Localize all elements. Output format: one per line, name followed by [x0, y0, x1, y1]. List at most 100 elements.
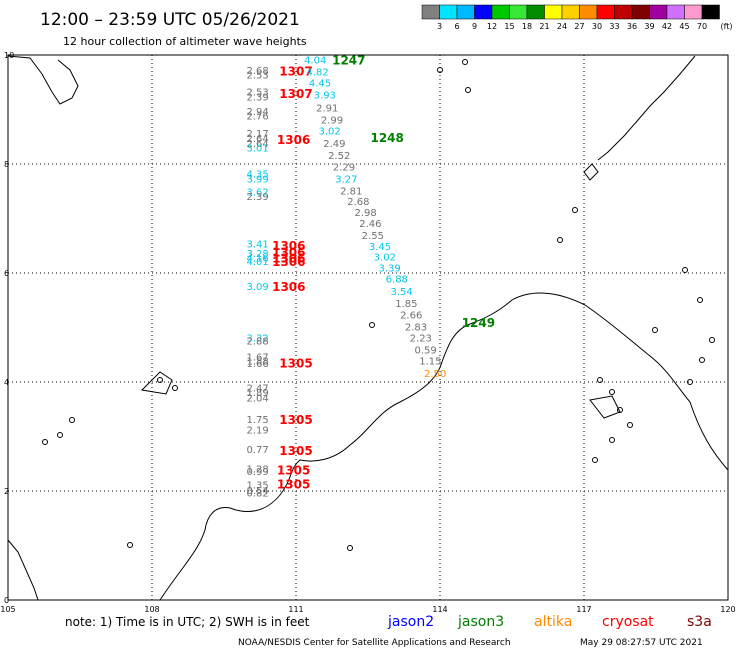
swh-value: 6.88 — [386, 275, 408, 286]
swh-value: 2.46 — [359, 219, 381, 230]
swh-colorbar: 3 6 9 12 15 18 21 24 27 30 33 36 39 42 45 70 (ft) — [421, 4, 733, 31]
swh-value: 4.01 — [246, 257, 268, 268]
island-outline — [709, 337, 715, 343]
swh-value: 0.99 — [246, 467, 268, 478]
colorbar-tick: 70 — [697, 22, 707, 31]
swh-value: 2.39 — [246, 192, 268, 203]
colorbar-swatch — [614, 4, 633, 20]
swh-value: 3.09 — [246, 282, 268, 293]
x-tick-label: 111 — [288, 605, 303, 614]
grid-lines — [8, 55, 728, 600]
swh-value: 1.15 — [419, 356, 441, 367]
swh-value: 2.81 — [340, 186, 362, 197]
swh-value: 2.76 — [246, 112, 268, 123]
swh-value: 4.16 — [246, 253, 268, 264]
swh-value: 4.04 — [304, 55, 326, 66]
island-outline — [687, 379, 693, 385]
colorbar-swatch — [631, 4, 650, 20]
plot-frame — [7, 54, 729, 601]
swh-value: 2.55 — [362, 231, 384, 242]
colorbar-swatch — [701, 4, 720, 20]
swh-value: 2.29 — [333, 162, 355, 173]
swh-value: 2.53 — [246, 88, 268, 99]
swh-value: 3.01 — [246, 144, 268, 155]
pass-time-label: 1306 — [277, 133, 310, 147]
pass-time-label: 1305 — [279, 356, 312, 370]
colorbar-swatch — [649, 4, 668, 20]
island-outline — [127, 542, 133, 548]
footer-timestamp: May 29 08:27:57 UTC 2021 — [580, 638, 703, 648]
swh-value: 1.67 — [246, 352, 268, 363]
island-outline — [69, 417, 75, 423]
swh-value: 2.68 — [246, 66, 268, 77]
swh-value: 2.17 — [246, 129, 268, 140]
swh-value: 1.85 — [395, 299, 417, 310]
swh-value: 3.62 — [246, 187, 268, 198]
swh-value: 4.82 — [306, 67, 328, 78]
swh-value: 3.99 — [246, 174, 268, 185]
x-tick-label: 114 — [432, 605, 447, 614]
island-outline — [592, 457, 598, 463]
swh-value: 3.32 — [246, 333, 268, 344]
colorbar-tick: 45 — [679, 22, 689, 31]
island-outline — [369, 322, 375, 328]
satellite-legend-cryosat: cryosat — [602, 614, 654, 630]
island-outline — [557, 237, 563, 243]
colorbar-tick: 15 — [504, 22, 514, 31]
swh-value: 2.68 — [347, 197, 369, 208]
swh-value: 1.35 — [246, 481, 268, 492]
swh-value: 1.88 — [246, 356, 268, 367]
island-outline — [589, 395, 621, 419]
swh-value: 1.28 — [246, 465, 268, 476]
x-tick-label: 105 — [0, 605, 15, 614]
swh-value: 2.91 — [316, 103, 338, 114]
colorbar-swatch — [561, 4, 580, 20]
colorbar-swatch — [526, 4, 545, 20]
swh-value: 2.52 — [328, 151, 350, 162]
swh-value: 2.39 — [246, 93, 268, 104]
colorbar-tick: 6 — [454, 22, 459, 31]
island-outline — [652, 327, 658, 333]
y-tick-label: 8 — [4, 160, 9, 169]
swh-value: 0.77 — [246, 445, 268, 456]
swh-value: 3.28 — [246, 249, 268, 260]
colorbar-swatch — [491, 4, 510, 20]
chart-subtitle: 12 hour collection of altimeter wave hei… — [63, 35, 307, 48]
satellite-legend-jason3: jason3 — [457, 614, 504, 630]
swh-value: 3.39 — [378, 264, 400, 275]
swh-value: 2.98 — [354, 208, 376, 219]
pass-time-label: 1249 — [462, 316, 495, 330]
colorbar-unit: (ft) — [721, 22, 733, 31]
colorbar-swatch — [596, 4, 615, 20]
pass-time-label: 1306 — [272, 245, 305, 259]
island-outline — [699, 357, 705, 363]
swh-value: 2.19 — [246, 426, 268, 437]
island-outline — [609, 437, 615, 443]
island-outline — [465, 87, 471, 93]
coastline-borneo — [159, 292, 729, 601]
y-tick-label: 10 — [4, 51, 14, 60]
swh-value: 3.27 — [335, 174, 357, 185]
island-outline — [697, 297, 703, 303]
y-tick-label: 2 — [4, 487, 9, 496]
footer-note: note: 1) Time is in UTC; 2) SWH is in fe… — [65, 615, 310, 629]
colorbar-tick: 18 — [522, 22, 532, 31]
pass-time-label: 1305 — [279, 444, 312, 458]
swh-value: 2.64 — [246, 134, 268, 145]
swh-value: 1.75 — [246, 415, 268, 426]
pass-time-label: 1306 — [272, 280, 305, 294]
island-outline — [42, 439, 48, 445]
colorbar-tick: 33 — [609, 22, 619, 31]
satellite-legend-altika: altika — [534, 614, 572, 630]
pass-time-label: 1306 — [272, 251, 305, 265]
colorbar-tick: 3 — [437, 22, 442, 31]
colorbar-tick: 24 — [557, 22, 567, 31]
swh-value: 2.49 — [323, 139, 345, 150]
satellite-legend: jason2 jason3 altika cryosat s3a — [387, 614, 712, 630]
small-islands — [42, 59, 715, 551]
y-tick-label: 0 — [4, 596, 9, 605]
swh-value: 2.47 — [246, 384, 268, 395]
island-outline — [609, 389, 615, 395]
pass-time-label: 1248 — [370, 131, 403, 145]
